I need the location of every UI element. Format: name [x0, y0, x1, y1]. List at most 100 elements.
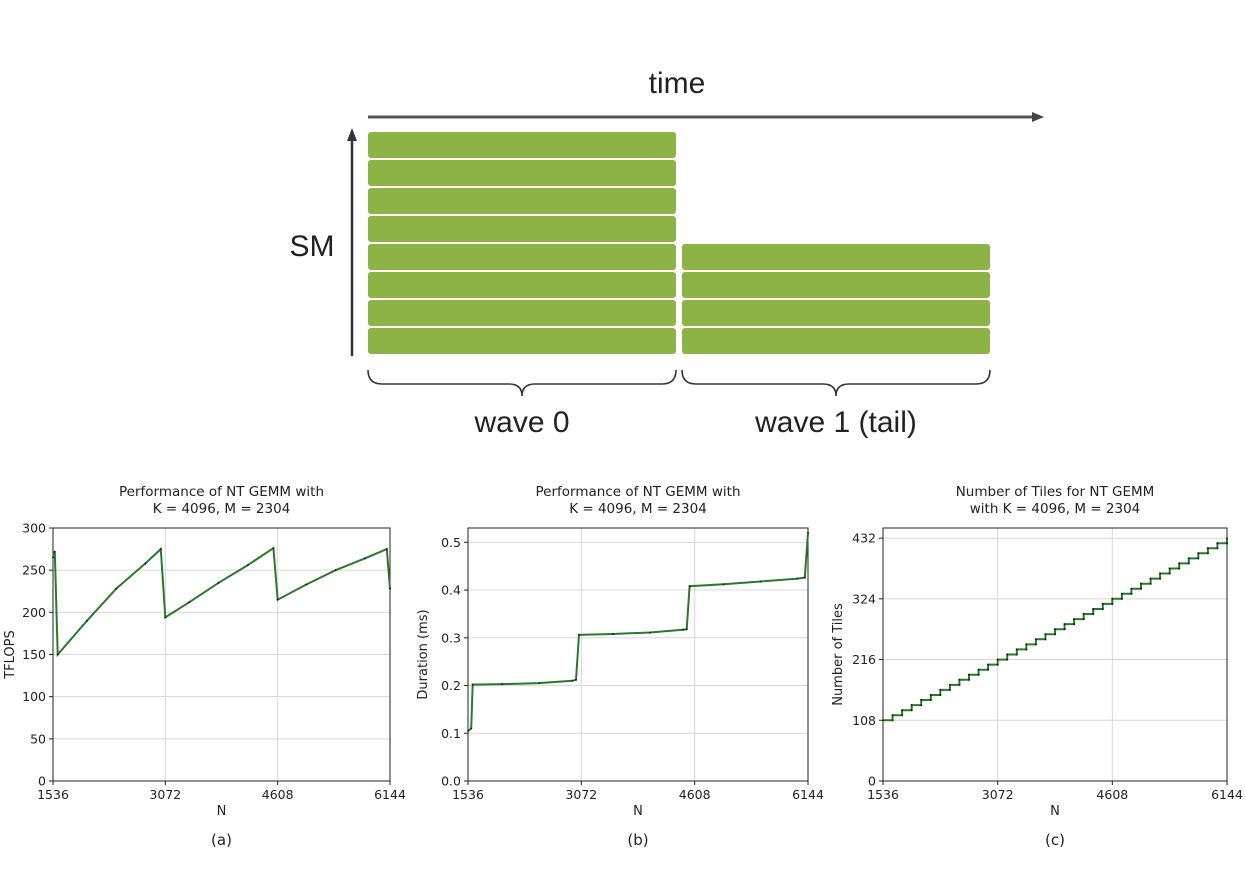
data-point [470, 727, 473, 730]
data-point [948, 689, 951, 691]
data-point [948, 683, 951, 686]
wave0-bar [368, 188, 676, 214]
chart-title: Performance of NT GEMM with [119, 484, 324, 500]
data-point [1015, 648, 1018, 651]
data-point [685, 628, 688, 631]
data-point [1111, 603, 1114, 605]
data-point [1120, 597, 1123, 600]
data-point [305, 583, 308, 586]
data-point [1226, 537, 1228, 540]
x-tick-label: 3072 [982, 787, 1014, 802]
data-point [688, 585, 691, 588]
data-point [1015, 653, 1018, 656]
data-point [939, 694, 942, 696]
x-axis-label: N [217, 804, 227, 819]
data-point [1206, 552, 1209, 555]
data-point [1197, 552, 1200, 555]
sm-arrow-head [347, 128, 357, 141]
x-tick-label: 1536 [37, 787, 69, 802]
data-point [1206, 547, 1209, 550]
data-point [968, 678, 970, 681]
data-point [575, 678, 577, 681]
data-point [929, 699, 932, 701]
y-tick-label: 0.5 [441, 535, 461, 550]
data-point [144, 562, 147, 565]
x-tick-label: 1536 [867, 787, 899, 802]
sm-axis-label: SM [290, 230, 335, 263]
x-tick-label: 3072 [149, 787, 181, 802]
data-point [363, 557, 366, 560]
data-point [1111, 597, 1114, 600]
y-tick-label: 108 [852, 713, 876, 728]
wave1-label: wave 1 (tail) [754, 406, 917, 439]
wave0-bars [368, 132, 676, 354]
y-tick-label: 0.1 [441, 726, 461, 741]
data-point [1006, 653, 1009, 656]
wave0-label: wave 0 [473, 406, 569, 439]
data-point [1034, 643, 1037, 646]
data-point [1149, 577, 1152, 580]
data-point [86, 619, 88, 622]
chart-caption: (b) [627, 831, 648, 849]
y-tick-label: 0.3 [441, 630, 461, 645]
y-tick-label: 150 [22, 647, 46, 662]
data-point [1082, 618, 1085, 620]
wave1-bar [682, 244, 990, 270]
x-tick-label: 6144 [1211, 787, 1243, 802]
data-point [987, 663, 990, 666]
data-point [1226, 542, 1228, 545]
data-point [188, 601, 191, 604]
x-tick-label: 4608 [1096, 787, 1128, 802]
x-tick-label: 6144 [374, 787, 406, 802]
data-point [1216, 542, 1219, 545]
data-point [1140, 582, 1142, 585]
wave0-bar [368, 300, 676, 326]
y-tick-label: 0.4 [441, 583, 461, 598]
data-point [1063, 623, 1066, 626]
chart-title: Performance of NT GEMM with [536, 484, 741, 500]
wave0-brace [367, 369, 677, 397]
wave0-bar [368, 132, 676, 158]
y-tick-label: 216 [852, 652, 876, 667]
y-tick-label: 50 [30, 731, 46, 746]
data-point [1149, 582, 1152, 585]
data-point [612, 633, 614, 635]
data-point [1092, 608, 1095, 610]
chart-title: with K = 4096, M = 2304 [970, 501, 1141, 517]
wave0-bar [368, 328, 676, 354]
data-point [56, 653, 59, 656]
data-point [1101, 603, 1104, 605]
data-point [1044, 638, 1047, 641]
data-point [1216, 547, 1219, 550]
data-point [501, 683, 504, 685]
data-point [1168, 567, 1171, 570]
data-point [1092, 613, 1095, 615]
data-point [53, 550, 56, 553]
data-point [1178, 567, 1181, 570]
data-point [1159, 577, 1162, 580]
time-arrow-head [1032, 112, 1044, 122]
data-point [1130, 592, 1133, 595]
x-tick-label: 1536 [452, 787, 484, 802]
data-point [276, 598, 279, 601]
data-point [1063, 628, 1066, 631]
series-line [52, 546, 391, 658]
x-tick-label: 3072 [565, 787, 597, 802]
data-point [1187, 562, 1190, 565]
wave0-bar [368, 244, 676, 270]
data-point [910, 704, 913, 706]
data-point [164, 616, 167, 619]
data-point [722, 583, 725, 586]
y-tick-label: 200 [22, 605, 46, 620]
data-point [1034, 638, 1037, 641]
data-point [578, 634, 580, 636]
data-point [910, 709, 913, 712]
data-point [1178, 562, 1181, 565]
y-tick-label: 250 [22, 563, 46, 578]
data-point [882, 719, 884, 722]
y-tick-label: 100 [22, 689, 46, 704]
data-point [939, 689, 942, 691]
data-point [1159, 572, 1162, 575]
y-axis-label: Number of Tiles [831, 603, 846, 706]
